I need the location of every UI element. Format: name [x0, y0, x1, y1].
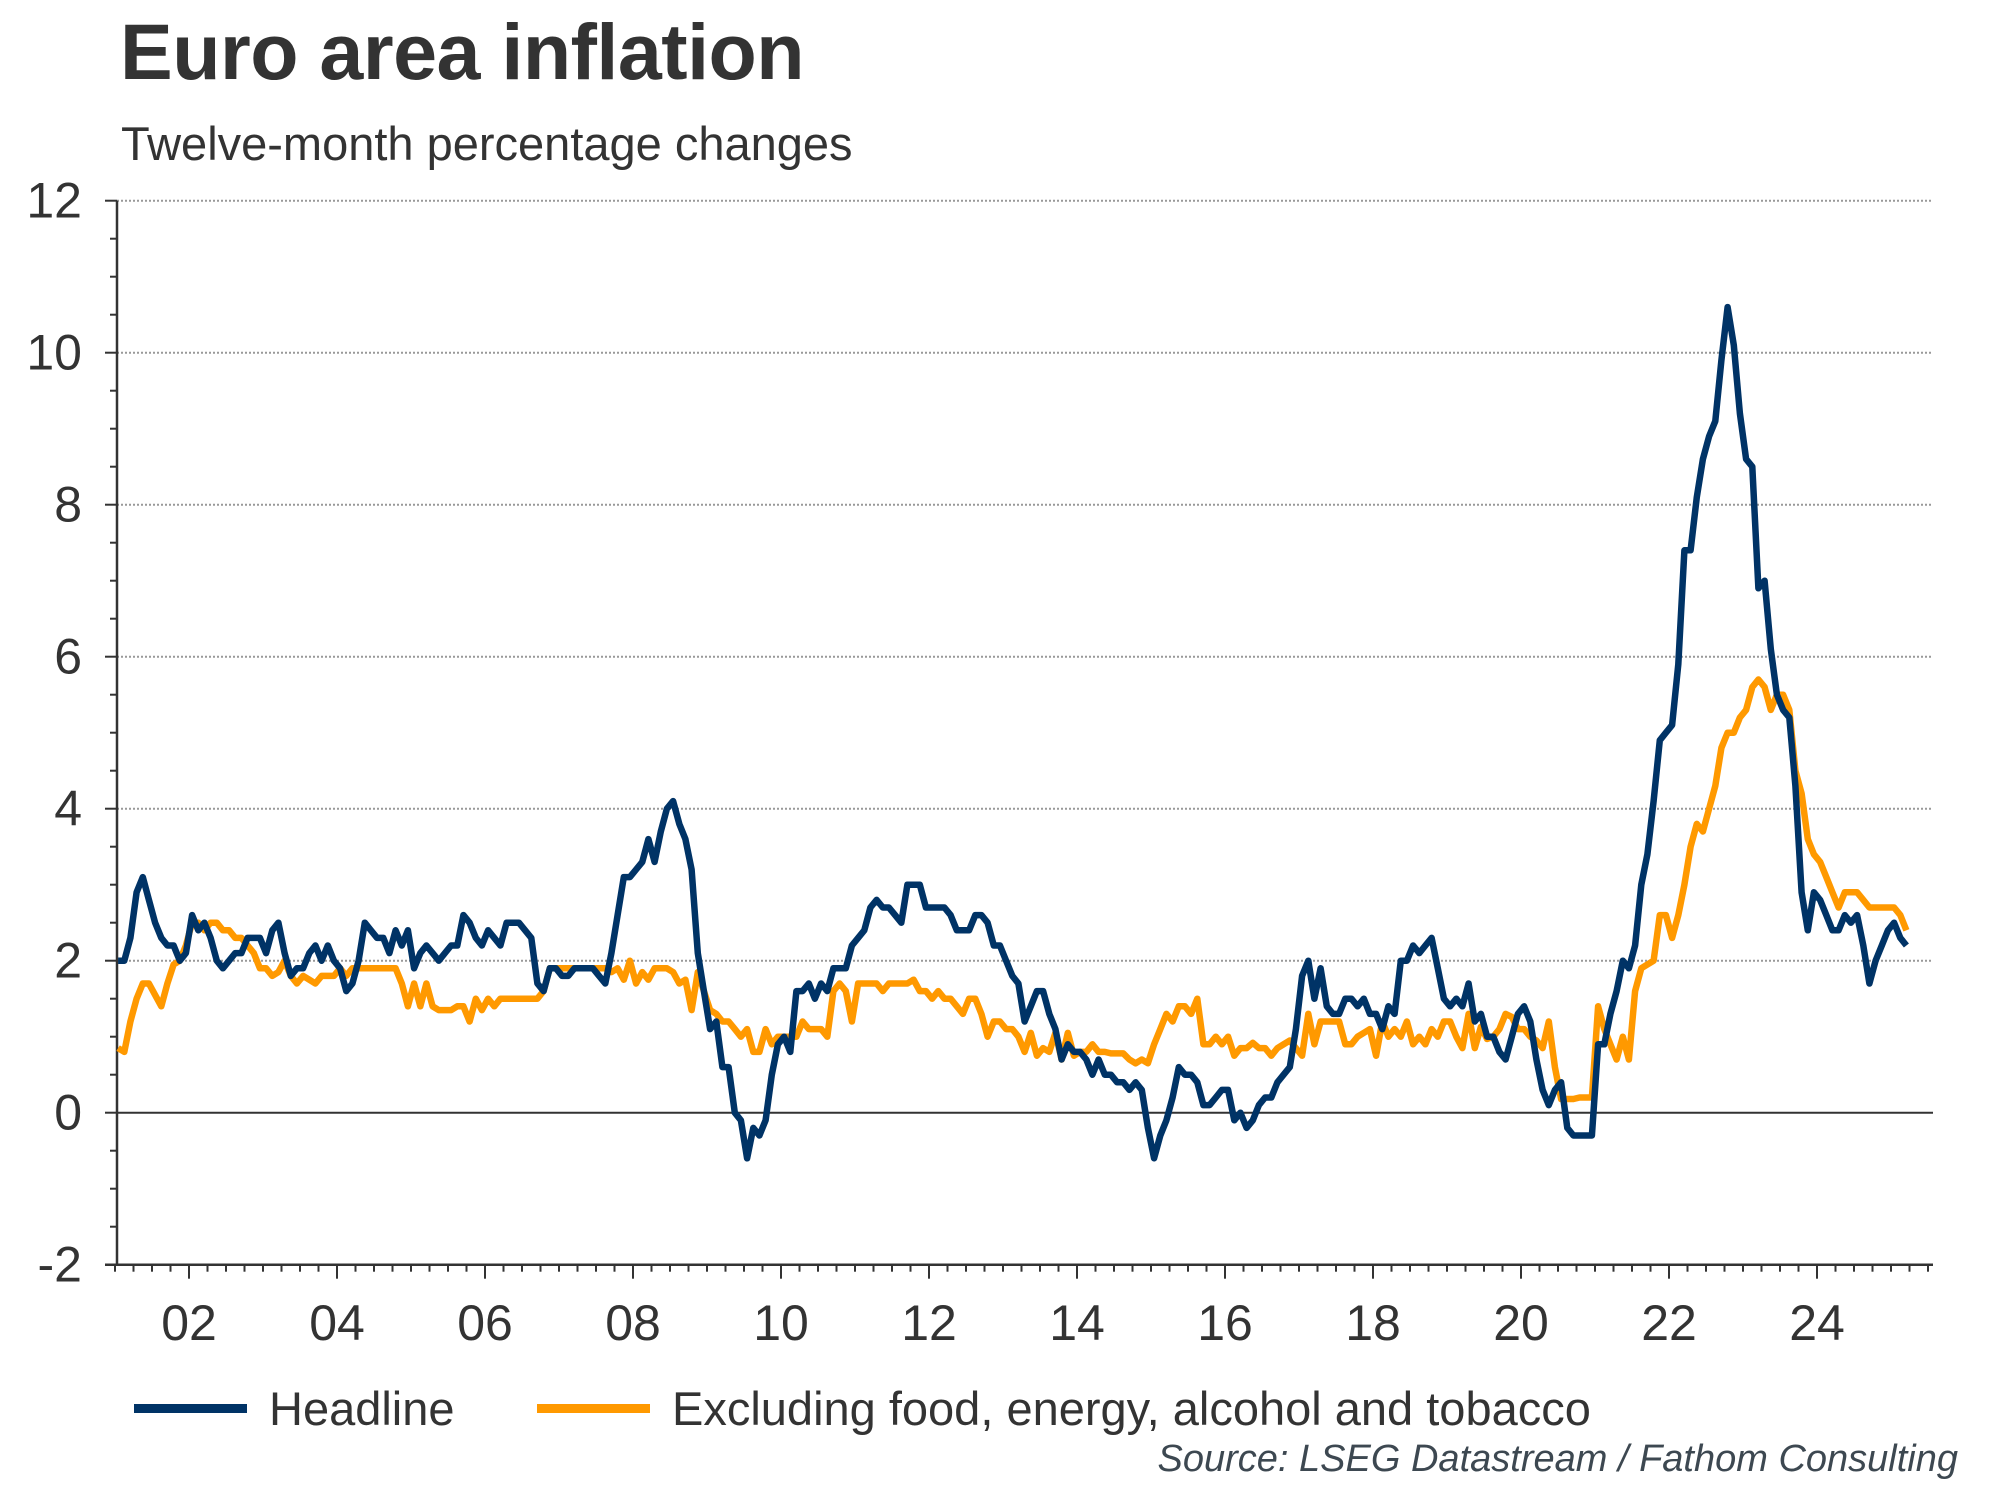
chart-title: Euro area inflation: [120, 7, 805, 96]
x-tick-label: 14: [1049, 1295, 1105, 1351]
x-tick-label: 04: [309, 1295, 365, 1351]
x-tick-label: 22: [1641, 1295, 1697, 1351]
x-tick-label: 24: [1789, 1295, 1845, 1351]
x-tick-label: 10: [753, 1295, 809, 1351]
legend-swatch-headline: [134, 1403, 247, 1413]
axes: [105, 199, 1933, 1279]
x-tick-label: 12: [901, 1295, 957, 1351]
y-tick-label: 8: [54, 477, 82, 533]
x-tick-label: 06: [457, 1295, 513, 1351]
y-tick-label: 6: [54, 629, 82, 685]
y-tick-label: 0: [54, 1085, 82, 1141]
chart-subtitle: Twelve-month percentage changes: [121, 117, 853, 170]
legend-swatch-core: [537, 1403, 650, 1413]
source-note: Source: LSEG Datastream / Fathom Consult…: [1157, 1438, 1958, 1480]
series-lines: [116, 303, 1910, 1162]
gridlines: [117, 199, 1933, 1114]
series-line-headline: [118, 303, 1909, 1162]
x-tick-label: 20: [1493, 1295, 1549, 1351]
legend-item-core: Excluding food, energy, alcohol and toba…: [537, 1380, 1591, 1436]
legend-label-headline: Headline: [269, 1381, 455, 1435]
x-tick-label: 02: [161, 1295, 217, 1351]
legend-item-headline: Headline: [134, 1380, 455, 1436]
legend-label-core: Excluding food, energy, alcohol and toba…: [672, 1381, 1591, 1435]
y-tick-label: 12: [26, 173, 82, 229]
y-tick-label: 4: [54, 781, 82, 837]
x-tick-label: 18: [1345, 1295, 1401, 1351]
x-tick-label: 16: [1197, 1295, 1253, 1351]
x-tick-label: 08: [605, 1295, 661, 1351]
y-tick-label: 10: [26, 325, 82, 381]
y-tick-label: -2: [38, 1237, 82, 1293]
y-tick-label: 2: [54, 933, 82, 989]
